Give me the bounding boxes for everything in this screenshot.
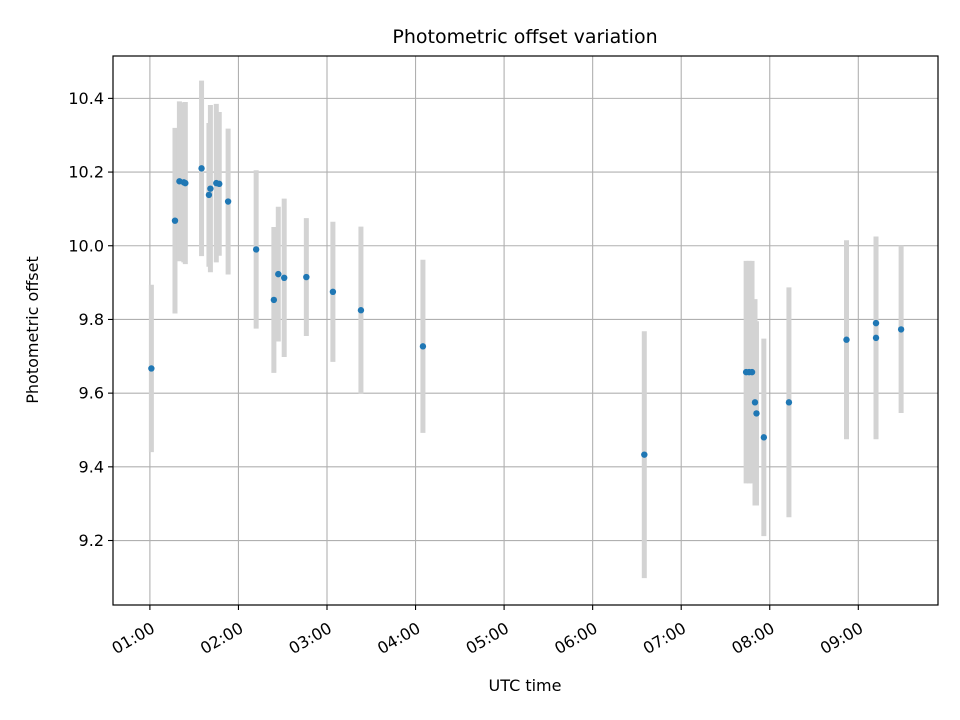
y-tick-label: 9.6	[79, 384, 104, 403]
y-axis-ticks: 9.2 9.4 9.6 9.8 10.0 10.2 10.4	[68, 89, 113, 550]
data-point	[182, 179, 189, 187]
data-point	[198, 165, 205, 172]
data-point	[303, 273, 310, 281]
data-point	[205, 191, 213, 199]
data-point	[872, 334, 880, 342]
data-point	[252, 246, 260, 253]
data-point	[148, 365, 155, 372]
data-point	[329, 288, 337, 296]
data-point	[897, 326, 905, 333]
plot-frame	[112, 55, 939, 606]
data-point	[275, 270, 282, 278]
data-point	[216, 180, 223, 188]
data-point	[357, 307, 365, 314]
data-point	[785, 399, 793, 406]
data-point	[171, 217, 179, 224]
data-point	[419, 343, 427, 350]
grid	[113, 56, 938, 605]
y-tick-label: 10.2	[68, 163, 104, 182]
data-point	[751, 399, 759, 406]
y-tick-label: 10.4	[68, 89, 104, 108]
y-tick-label: 10.0	[68, 236, 104, 255]
data-point	[270, 296, 278, 304]
data-point	[641, 451, 648, 458]
x-axis-label: UTC time	[489, 676, 562, 695]
y-tick-label: 9.8	[79, 310, 104, 329]
data-point	[760, 434, 768, 441]
y-axis-label: Photometric offset	[23, 256, 42, 404]
data-point	[224, 198, 232, 205]
data-point	[280, 274, 288, 282]
y-tick-label: 9.2	[79, 531, 104, 550]
data-point	[872, 319, 880, 327]
y-tick-label: 9.4	[79, 457, 104, 476]
data-point	[843, 336, 850, 343]
data-point	[753, 410, 760, 417]
data-point	[207, 185, 214, 192]
data-points	[148, 165, 905, 458]
chart-title: Photometric offset variation	[392, 26, 657, 48]
data-point	[748, 368, 756, 376]
